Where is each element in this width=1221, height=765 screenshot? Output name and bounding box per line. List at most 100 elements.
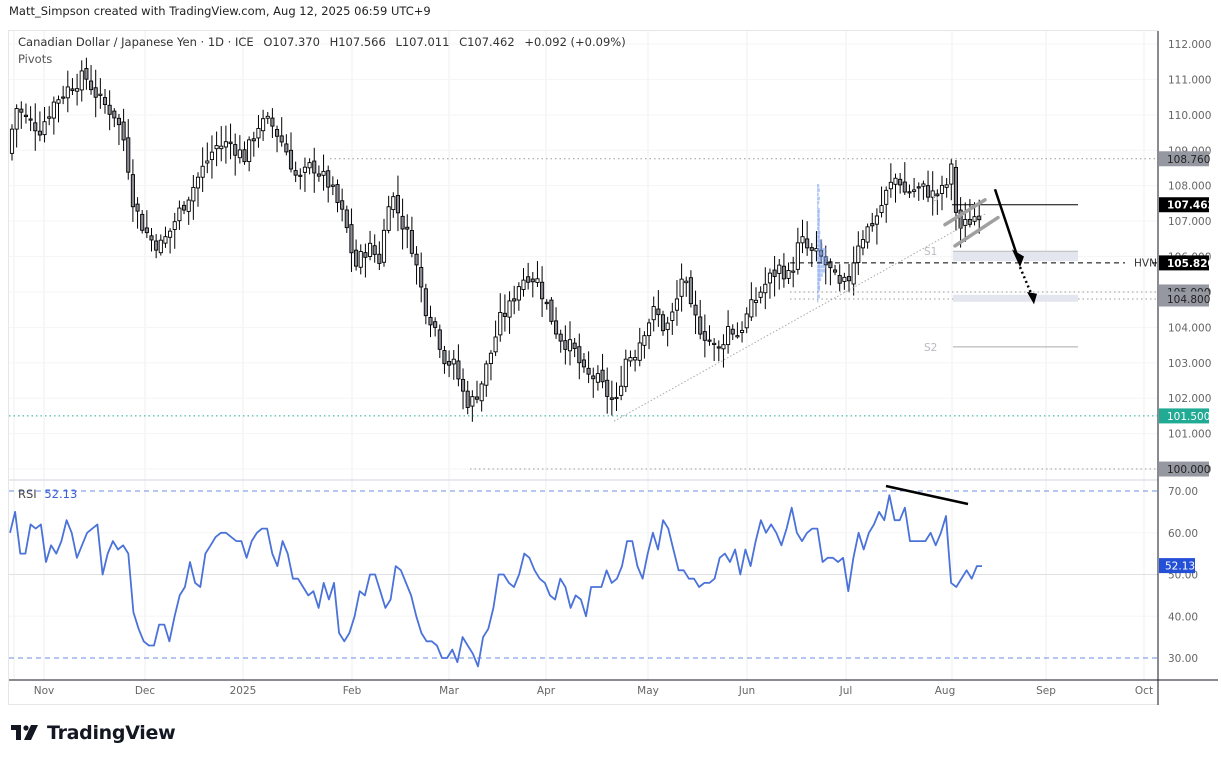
price-tag-108760[interactable] <box>1159 151 1209 167</box>
bear-flag-channel[interactable] <box>943 198 1000 248</box>
volume-profile-bar <box>817 294 820 299</box>
price-levels[interactable]: HVN <box>9 158 1158 470</box>
chart-frame <box>8 30 1158 705</box>
bear-candle <box>316 173 321 177</box>
volume-profile-bar <box>817 247 827 252</box>
bear-candle <box>288 149 294 170</box>
volume-profile-bar <box>817 196 820 201</box>
tradingview-logo[interactable]: TradingView <box>11 722 176 744</box>
bull-candle <box>330 184 335 187</box>
bull-candle <box>842 276 847 282</box>
bear-candle <box>544 301 549 305</box>
bull-candle <box>209 151 215 161</box>
bull-candle <box>674 298 679 311</box>
bear-candle <box>591 375 596 380</box>
bull-candle <box>386 206 391 231</box>
projection-arrows[interactable] <box>993 188 1037 305</box>
price-tag-101500[interactable] <box>1159 408 1209 424</box>
price-tag-104800[interactable] <box>1159 291 1209 307</box>
rsi-tick-label: 40.00 <box>1168 611 1198 623</box>
bull-candle <box>516 286 521 301</box>
arrow-dotted[interactable] <box>1018 266 1034 296</box>
bear-candle <box>563 340 568 350</box>
volume-profile-bar <box>817 218 820 222</box>
time-axis[interactable]: Nov Dec 2025 Feb Mar Apr May Jun Jul Aug Sep Oct <box>34 685 1153 697</box>
ohlc-high: H107.566 <box>329 35 386 49</box>
bear-candle <box>293 170 298 176</box>
bull-candle <box>65 86 70 99</box>
bull-candle <box>567 339 573 352</box>
bear-candle <box>377 253 382 264</box>
bear-candle <box>833 269 838 273</box>
bull-candle <box>888 181 893 190</box>
volume-profile-bar <box>817 235 820 239</box>
time-tick-label: Sep <box>1036 685 1056 697</box>
rsi-label[interactable]: RSI <box>18 487 37 501</box>
bull-candle <box>321 170 326 176</box>
bull-candle <box>949 163 954 185</box>
bull-candle <box>767 272 772 284</box>
bull-candle <box>56 99 61 104</box>
price-tag-100000[interactable] <box>1159 461 1209 477</box>
bear-candle <box>688 277 693 305</box>
pivot-s1-label: S1 <box>924 246 937 258</box>
symbol-title[interactable]: Canadian Dollar / Japanese Yen · 1D · IC… <box>18 35 254 49</box>
volume-profile-bar <box>817 213 820 218</box>
bull-candle <box>247 139 252 162</box>
bear-candle <box>19 108 24 113</box>
price-candles[interactable] <box>9 57 982 422</box>
bear-candle <box>437 329 442 350</box>
arrow-solid[interactable] <box>993 188 1020 259</box>
price-tag-107462[interactable] <box>1159 197 1209 213</box>
bull-candle <box>721 344 726 350</box>
bull-candle <box>670 311 675 321</box>
pivots-indicator-label[interactable]: Pivots <box>18 52 53 66</box>
rsi-line[interactable] <box>9 494 982 668</box>
price-tag-105820[interactable] <box>1159 255 1209 271</box>
chart-credit: Matt_Simpson created with TradingView.co… <box>9 4 431 18</box>
price-tag-105820-text: 105.820 <box>1167 258 1215 270</box>
bull-candle <box>791 270 796 273</box>
bear-candle <box>772 269 777 277</box>
bull-candle <box>623 358 628 388</box>
time-tick-label: Jul <box>839 685 853 697</box>
bull-candle <box>223 141 228 148</box>
rsi-value-tag[interactable] <box>1159 558 1195 574</box>
bear-candle <box>116 117 121 126</box>
flag-lower-line[interactable] <box>953 215 1000 248</box>
rsi-divergence-line[interactable] <box>885 484 969 506</box>
bear-candle <box>61 96 66 99</box>
bull-candle <box>921 183 926 187</box>
bull-candle <box>930 190 935 198</box>
bear-candle <box>502 312 507 317</box>
pivot-levels[interactable]: S1 S2 P <box>924 195 1078 354</box>
rising-trendline[interactable] <box>613 213 986 422</box>
bear-candle <box>242 149 247 163</box>
bear-candle <box>581 359 586 368</box>
bull-candle <box>684 280 689 284</box>
bear-candle <box>898 178 903 186</box>
volume-profile[interactable] <box>817 184 829 303</box>
bear-candle <box>558 333 563 342</box>
bull-candle <box>358 251 363 268</box>
volume-profile-bar <box>817 269 826 273</box>
volume-profile-bar <box>817 188 820 192</box>
bull-candle <box>786 270 791 279</box>
arrow-solid-head-icon <box>1012 249 1024 268</box>
bull-candle <box>726 326 731 346</box>
bear-candle <box>693 304 698 316</box>
ohlc-open: O107.370 <box>263 35 320 49</box>
bull-candle <box>9 128 15 154</box>
bull-candle <box>237 149 242 159</box>
bull-candle <box>488 352 494 365</box>
bull-candle <box>795 242 800 270</box>
flag-upper-line[interactable] <box>943 198 987 227</box>
volume-profile-bar <box>817 239 823 243</box>
bear-candle <box>409 230 414 254</box>
price-tag-108760-text: 108.760 <box>1167 154 1210 166</box>
bear-candle <box>549 299 554 322</box>
time-tick-label: Mar <box>439 685 459 697</box>
price-axis[interactable]: 112.000111.000110.000109.000108.000107.0… <box>1159 39 1215 477</box>
